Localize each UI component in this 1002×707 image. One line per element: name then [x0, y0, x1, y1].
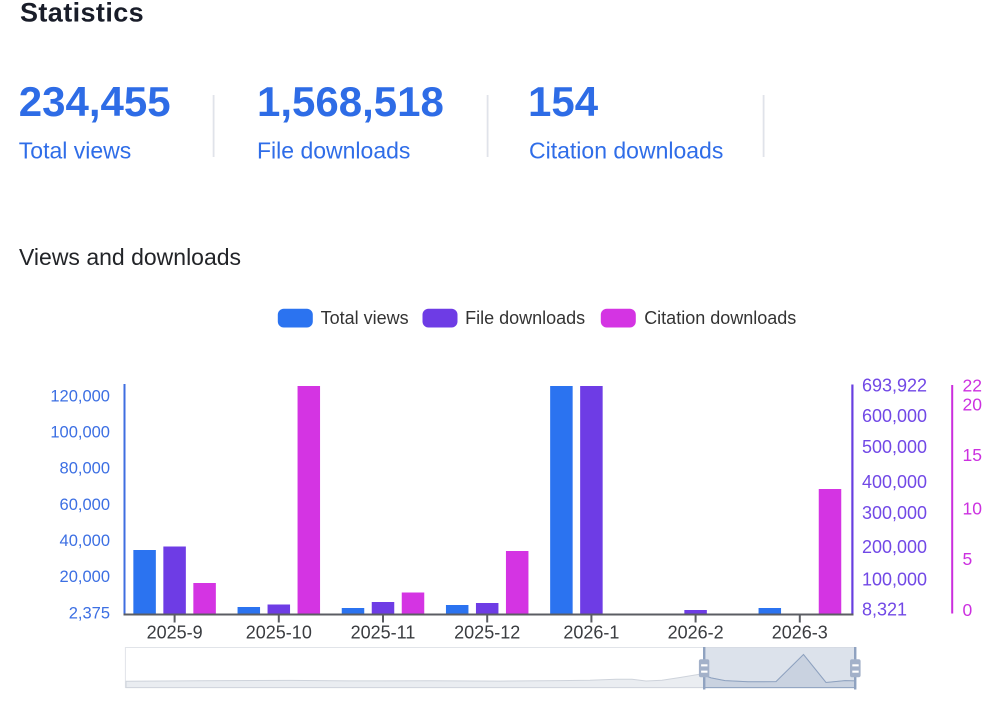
- svg-text:1,568,518: 1,568,518: [257, 78, 444, 125]
- svg-text:234,455: 234,455: [19, 78, 171, 125]
- svg-text:Views and downloads: Views and downloads: [19, 244, 241, 270]
- svg-text:40,000: 40,000: [60, 532, 110, 550]
- svg-text:400,000: 400,000: [862, 472, 927, 492]
- svg-text:2025-11: 2025-11: [351, 622, 416, 642]
- svg-text:2026-1: 2026-1: [563, 622, 619, 642]
- svg-text:693,922: 693,922: [862, 375, 927, 395]
- svg-text:200,000: 200,000: [862, 537, 927, 557]
- svg-text:2025-9: 2025-9: [147, 622, 203, 642]
- svg-text:100,000: 100,000: [50, 424, 110, 442]
- svg-text:2025-10: 2025-10: [246, 622, 312, 642]
- svg-text:154: 154: [528, 78, 599, 125]
- svg-text:15: 15: [963, 445, 982, 465]
- svg-text:Statistics: Statistics: [20, 0, 144, 28]
- svg-text:300,000: 300,000: [862, 503, 927, 523]
- svg-text:500,000: 500,000: [862, 437, 927, 457]
- svg-text:100,000: 100,000: [862, 570, 927, 590]
- svg-text:File downloads: File downloads: [257, 138, 410, 164]
- svg-text:Citation downloads: Citation downloads: [644, 308, 796, 328]
- svg-text:2026-2: 2026-2: [668, 622, 724, 642]
- svg-text:80,000: 80,000: [60, 460, 110, 478]
- svg-text:10: 10: [963, 499, 983, 519]
- svg-text:20: 20: [963, 395, 983, 415]
- svg-text:2,375: 2,375: [69, 604, 110, 622]
- svg-text:2025-12: 2025-12: [454, 622, 520, 642]
- svg-text:22: 22: [963, 375, 982, 395]
- svg-text:5: 5: [963, 549, 973, 569]
- svg-text:120,000: 120,000: [50, 387, 110, 405]
- svg-text:60,000: 60,000: [60, 496, 110, 514]
- svg-text:2026-3: 2026-3: [772, 622, 828, 642]
- svg-text:20,000: 20,000: [60, 568, 110, 586]
- svg-text:Citation downloads: Citation downloads: [529, 138, 723, 164]
- svg-text:600,000: 600,000: [862, 406, 927, 426]
- svg-text:Total views: Total views: [321, 308, 409, 328]
- svg-text:Total views: Total views: [19, 138, 131, 164]
- svg-text:0: 0: [963, 600, 973, 620]
- svg-text:File downloads: File downloads: [465, 308, 585, 328]
- svg-text:8,321: 8,321: [862, 600, 907, 620]
